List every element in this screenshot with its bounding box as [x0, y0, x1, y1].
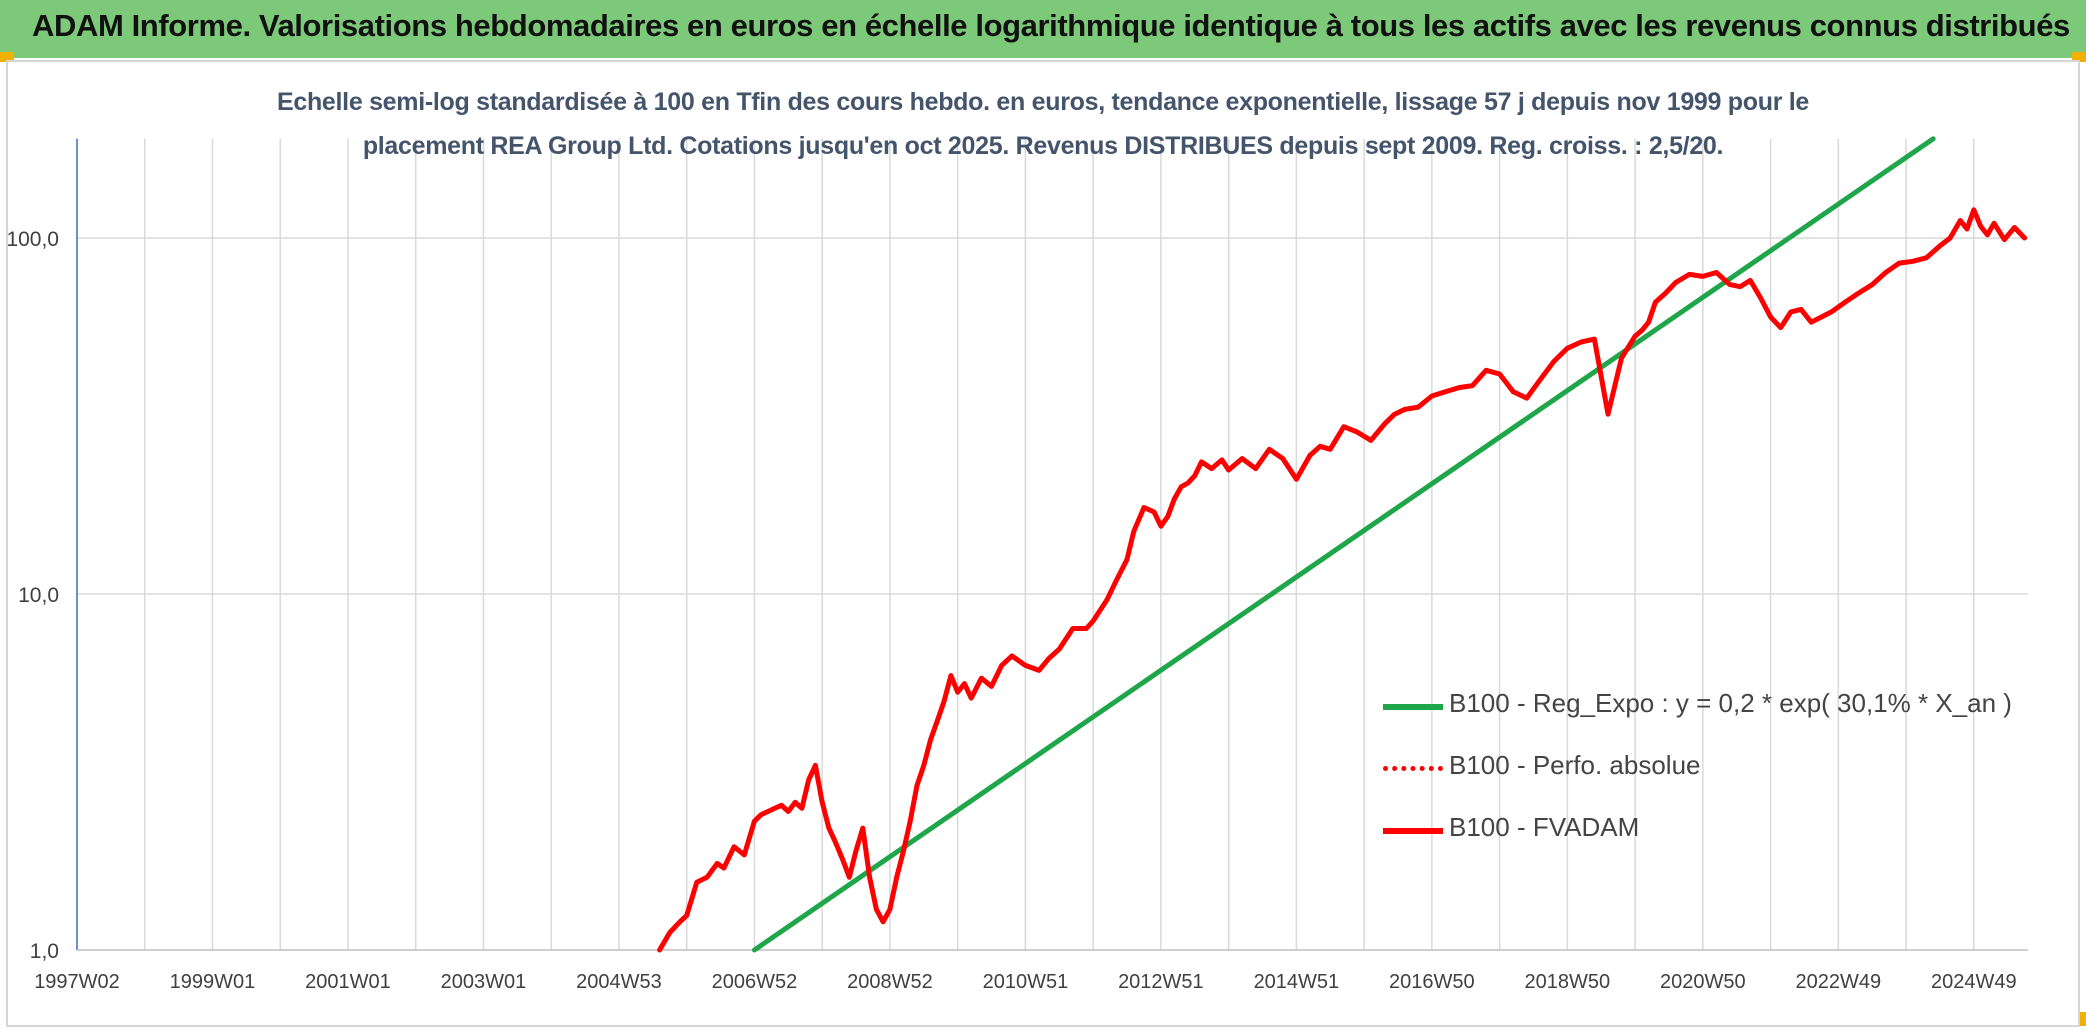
x-tick-label: 2010W51 — [983, 971, 1069, 993]
legend-label-regression: B100 - Reg_Expo : y = 0,2 * exp( 30,1% *… — [1449, 688, 2012, 718]
left-corner-marker — [0, 52, 14, 62]
y-tick-label: 100,0 — [6, 228, 59, 251]
bottom-right-corner-marker — [2080, 1012, 2086, 1026]
legend-label-perfo-absolue: B100 - Perfo. absolue — [1449, 750, 1701, 780]
x-tick-label: 2014W51 — [1254, 971, 1340, 993]
chart-subtitle-line-2: placement REA Group Ltd. Cotations jusqu… — [362, 132, 1724, 160]
legend-swatch-regression — [1383, 704, 1443, 710]
legend-swatch-fvadam — [1383, 828, 1443, 834]
y-tick-label: 10,0 — [18, 584, 59, 607]
x-tick-label: 2001W01 — [305, 971, 391, 993]
x-tick-label: 2012W51 — [1118, 971, 1204, 993]
x-tick-label: 2020W50 — [1660, 971, 1746, 993]
x-tick-label: 2003W01 — [441, 971, 527, 993]
x-tick-label: 2004W53 — [576, 971, 662, 993]
legend-swatch-perfo-absolue — [1383, 766, 1443, 771]
x-tick-label: 2022W49 — [1796, 971, 1882, 993]
x-tick-label: 2006W52 — [712, 971, 798, 993]
report-title: ADAM Informe. Valorisations hebdomadaire… — [32, 8, 2070, 43]
x-tick-label: 2008W52 — [847, 971, 933, 993]
chart-subtitle-line-1: Echelle semi-log standardisée à 100 en T… — [276, 88, 1810, 116]
regression-line — [751, 136, 1936, 953]
chart-frame — [6, 60, 2080, 1027]
x-tick-label: 2024W49 — [1931, 971, 2017, 993]
right-corner-marker — [2072, 52, 2086, 62]
y-tick-label: 1,0 — [30, 940, 59, 963]
x-tick-label: 2016W50 — [1389, 971, 1475, 993]
report-banner: ADAM Informe. Valorisations hebdomadaire… — [0, 0, 2086, 58]
x-tick-label: 1999W01 — [170, 971, 256, 993]
x-tick-label: 2018W50 — [1525, 971, 1611, 993]
x-tick-label: 1997W02 — [34, 971, 120, 993]
fvadam-line — [657, 207, 2028, 953]
legend-label-fvadam: B100 - FVADAM — [1449, 812, 1640, 842]
